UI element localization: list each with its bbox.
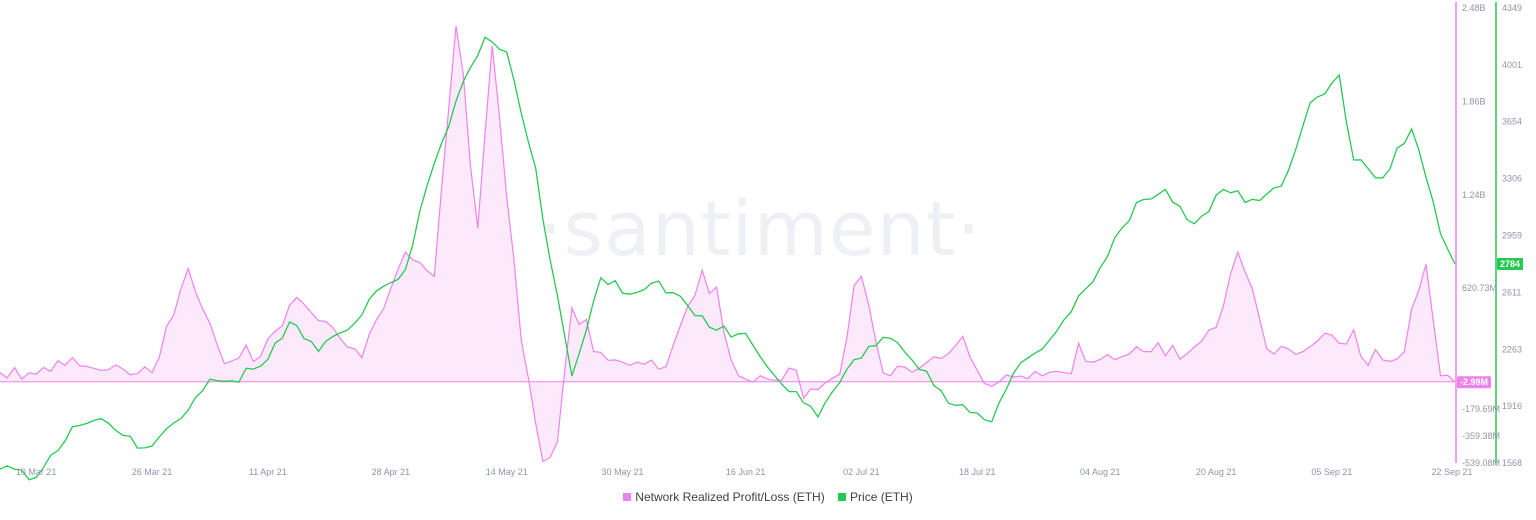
x-tick-label: 28 Apr 21 [372, 467, 411, 477]
x-tick-label: 04 Aug 21 [1080, 467, 1121, 477]
legend-item-price[interactable]: Price (ETH) [838, 490, 913, 504]
y-left-tick-label: 620.73M [1462, 283, 1497, 293]
profit-last-badge-label: -2.98M [1460, 377, 1488, 387]
x-tick-label: 02 Jul 21 [843, 467, 880, 477]
price-last-badge [1497, 258, 1523, 271]
x-tick-label: 14 May 21 [486, 467, 528, 477]
profit-line [0, 26, 1456, 463]
profit-series [0, 26, 1456, 463]
x-tick-label: 20 Aug 21 [1196, 467, 1237, 477]
price-series [0, 36, 1456, 481]
legend-swatch-price [838, 493, 847, 501]
x-tick-label: 10 Mar 21 [16, 467, 57, 477]
y-left-tick-label: 1.24B [1462, 190, 1486, 200]
x-tick-label: 30 May 21 [602, 467, 644, 477]
y-left-tick-label: -179.69M [1462, 404, 1500, 414]
y-right-tick-label: 2263 [1502, 344, 1522, 354]
x-tick-label: 26 Mar 21 [132, 467, 173, 477]
x-tick-label: 18 Jul 21 [959, 467, 996, 477]
legend-swatch-profit [623, 493, 632, 501]
y-right-tick-label: 2611 [1502, 287, 1521, 297]
legend-item-profit[interactable]: Network Realized Profit/Loss (ETH) [623, 490, 825, 504]
y-right-tick-label: 3306 [1502, 174, 1522, 184]
y-left-tick-label: -359.38M [1462, 431, 1500, 441]
legend-label-price: Price (ETH) [850, 490, 913, 504]
x-tick-label: 05 Sep 21 [1311, 467, 1352, 477]
y-left-tick-label: -539.08M [1462, 458, 1500, 468]
y-right-tick-label: 3654 [1502, 117, 1522, 127]
axes: 2.48B 1.86B 1.24B 620.73M -179.69M -359.38M -5… [16, 2, 1523, 477]
y-right-tick-label: 2959 [1502, 230, 1522, 240]
profit-last-badge [1457, 376, 1491, 389]
price-line [0, 36, 1456, 481]
watermark: ·santiment· [538, 184, 981, 273]
x-tick-label: 16 Jun 21 [726, 467, 766, 477]
x-tick-label: 11 Apr 21 [249, 467, 287, 477]
y-right-tick-label: 4001 [1502, 60, 1522, 70]
legend: Network Realized Profit/Loss (ETH) Price… [0, 490, 1536, 504]
y-left-tick-label: 1.86B [1462, 96, 1486, 106]
x-tick-label: 22 Sep 21 [1431, 467, 1472, 477]
y-right-tick-label: 1568 [1502, 458, 1522, 468]
y-right-tick-label: 1916 [1502, 401, 1522, 411]
y-right-tick-label: 4349 [1502, 3, 1522, 13]
legend-label-profit: Network Realized Profit/Loss (ETH) [635, 490, 825, 504]
price-last-badge-label: 2784 [1500, 259, 1520, 269]
y-left-tick-label: 2.48B [1462, 3, 1486, 13]
